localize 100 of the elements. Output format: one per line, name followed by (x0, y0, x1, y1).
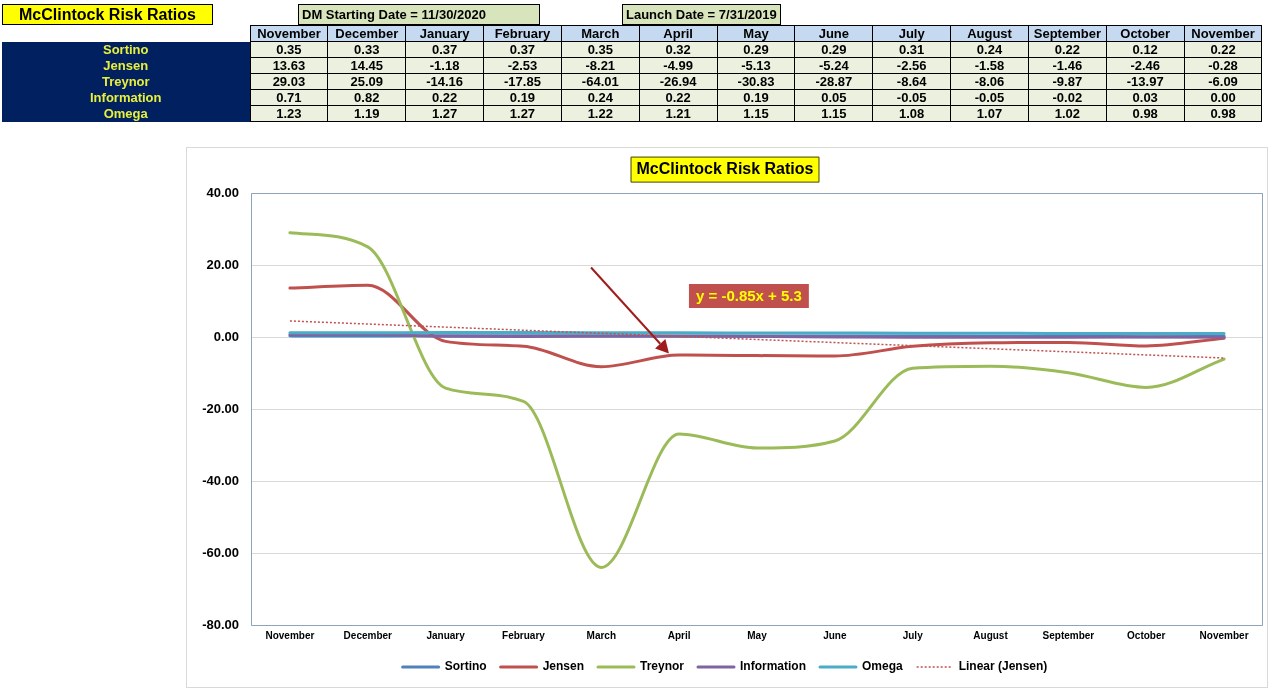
category-label: March (581, 26, 620, 41)
data-label: 0.35 (561, 41, 640, 58)
data-label: -17.85 (483, 73, 562, 90)
data-label: 0.22 (639, 89, 718, 106)
x-tick-label: August (973, 629, 1009, 641)
data-label: -0.02 (1028, 89, 1107, 106)
data-label: -5.13 (717, 57, 795, 74)
x-tick-label: April (667, 629, 691, 641)
data-label: 0.35 (250, 41, 328, 58)
data-label: 0.00 (1184, 89, 1262, 106)
data-label: -28.87 (794, 73, 873, 90)
data-label: 0.29 (717, 41, 795, 58)
category-label: January (419, 26, 470, 41)
category-label: February (494, 26, 551, 41)
data-label: 1.08 (872, 105, 951, 122)
category-label: May (743, 26, 769, 41)
data-label: 0.33 (327, 41, 406, 58)
legend-label: Omega (861, 659, 903, 674)
data-label: 0.37 (483, 41, 562, 58)
data-label: -1.46 (1028, 57, 1107, 74)
data-label: -2.46 (1106, 57, 1185, 74)
category-label: December (335, 26, 399, 41)
data-label: 0.19 (717, 89, 795, 106)
data-label: 0.71 (250, 89, 328, 106)
data-label: -26.94 (639, 73, 718, 90)
chart-title: McClintock Risk Ratios (636, 160, 814, 178)
category-label: April (663, 26, 693, 41)
y-tick-label: 0.00 (213, 328, 239, 344)
x-tick-label: January (426, 629, 466, 641)
data-label: 13.63 (250, 57, 328, 74)
data-label: -1.58 (950, 57, 1029, 74)
y-tick-label: -60.00 (202, 544, 239, 560)
data-label: 0.29 (794, 41, 873, 58)
data-label: 1.22 (561, 105, 640, 122)
text: Treynor (101, 74, 150, 89)
text: DM Starting Date = 11/30/2020 (298, 4, 540, 25)
y-tick-label: 40.00 (206, 184, 239, 200)
data-label: 0.98 (1184, 105, 1262, 122)
data-label: 1.19 (327, 105, 406, 122)
data-label: 0.98 (1106, 105, 1185, 122)
data-label: 1.23 (250, 105, 328, 122)
text: Launch Date = 7/31/2019 (622, 4, 781, 25)
text: McClintock Risk Ratios (2, 4, 213, 25)
legend-label: Sortino (444, 659, 487, 674)
data-label: 0.82 (327, 89, 406, 106)
data-label: -30.83 (717, 73, 795, 90)
data-label: 0.31 (872, 41, 951, 58)
data-label: 0.37 (405, 41, 484, 58)
y-tick-label: -40.00 (202, 472, 239, 488)
data-label: 1.02 (1028, 105, 1107, 122)
y-tick-label: 20.00 (206, 256, 239, 272)
x-tick-label: May (747, 629, 768, 641)
data-label: 1.21 (639, 105, 718, 122)
text: Sortino (103, 42, 149, 57)
y-tick-label: -20.00 (202, 400, 239, 416)
text: Jensen (103, 58, 149, 73)
text: Omega (103, 106, 148, 121)
data-label: 0.22 (1028, 41, 1107, 58)
data-label: 1.27 (483, 105, 562, 122)
data-label: 0.12 (1106, 41, 1185, 58)
data-label: 0.32 (639, 41, 718, 58)
legend-label: Jensen (542, 659, 584, 674)
data-label: 1.07 (950, 105, 1029, 122)
y-tick-label: -80.00 (202, 616, 239, 632)
legend-label: Linear (Jensen) (958, 659, 1048, 674)
category-label: September (1033, 26, 1101, 41)
data-label: -4.99 (639, 57, 718, 74)
data-label: 1.15 (717, 105, 795, 122)
data-label: -2.53 (483, 57, 562, 74)
data-label: -0.05 (872, 89, 951, 106)
data-label: -64.01 (561, 73, 640, 90)
data-label: 1.15 (794, 105, 873, 122)
data-label: -13.97 (1106, 73, 1185, 90)
category-label: July (898, 26, 925, 41)
data-label: -8.21 (561, 57, 640, 74)
data-label: 0.19 (483, 89, 562, 106)
data-label: -6.09 (1184, 73, 1262, 90)
data-label: 0.22 (1184, 41, 1262, 58)
category-label: October (1120, 26, 1171, 41)
x-tick-label: September (1042, 629, 1095, 641)
x-tick-label: February (502, 629, 546, 641)
data-label: -9.87 (1028, 73, 1107, 90)
legend-label: Information (740, 659, 806, 674)
category-label: November (1191, 26, 1255, 41)
data-label: 25.09 (327, 73, 406, 90)
category-label: August (967, 26, 1012, 41)
data-label: 0.05 (794, 89, 873, 106)
x-tick-label: October (1127, 629, 1166, 641)
text: Information (90, 90, 162, 105)
category-label: June (818, 26, 849, 41)
data-label: 14.45 (327, 57, 406, 74)
data-label: 0.24 (561, 89, 640, 106)
data-label: -8.06 (950, 73, 1029, 90)
x-tick-label: July (902, 629, 924, 641)
data-label: 0.03 (1106, 89, 1185, 106)
data-label: -8.64 (872, 73, 951, 90)
data-label: 29.03 (250, 73, 328, 90)
data-label: 1.27 (405, 105, 484, 122)
data-label: -5.24 (794, 57, 873, 74)
data-label: 0.22 (405, 89, 484, 106)
